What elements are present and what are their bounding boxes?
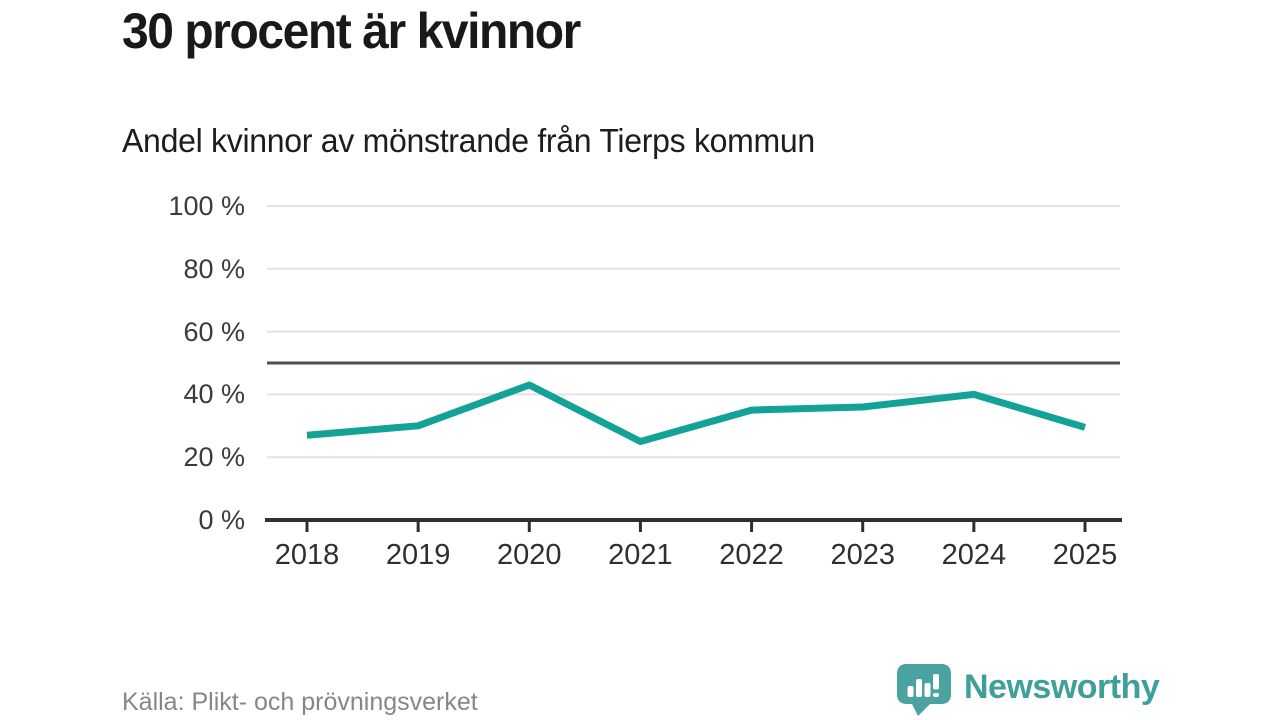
y-axis-label: 80 % — [183, 253, 245, 284]
newsworthy-logo: Newsworthy — [897, 664, 1160, 716]
newsworthy-logo-icon — [897, 664, 951, 716]
y-axis-label: 60 % — [183, 316, 245, 347]
x-axis-label: 2020 — [497, 539, 562, 571]
chart-title: 30 procent är kvinnor — [122, 3, 581, 59]
y-axis-label: 40 % — [183, 379, 245, 410]
y-axis-label: 0 % — [198, 505, 245, 535]
x-axis-label: 2023 — [830, 539, 895, 571]
x-axis-label: 2019 — [385, 539, 451, 571]
x-axis-label: 2018 — [274, 539, 340, 571]
y-axis-label: 100 % — [168, 191, 245, 221]
x-axis-label: 2024 — [941, 539, 1007, 571]
x-axis-label: 2025 — [1052, 539, 1118, 571]
data-line-share-of-women — [306, 381, 1086, 445]
chart-subtitle: Andel kvinnor av mönstrande från Tierps … — [122, 122, 815, 159]
source-note: Källa: Plikt- och prövningsverket — [122, 688, 478, 716]
y-axis-label: 20 % — [183, 442, 245, 473]
x-axis-label: 2022 — [719, 539, 784, 571]
x-axis-label: 2021 — [608, 539, 673, 571]
newsworthy-logo-text: Newsworthy — [964, 668, 1160, 706]
